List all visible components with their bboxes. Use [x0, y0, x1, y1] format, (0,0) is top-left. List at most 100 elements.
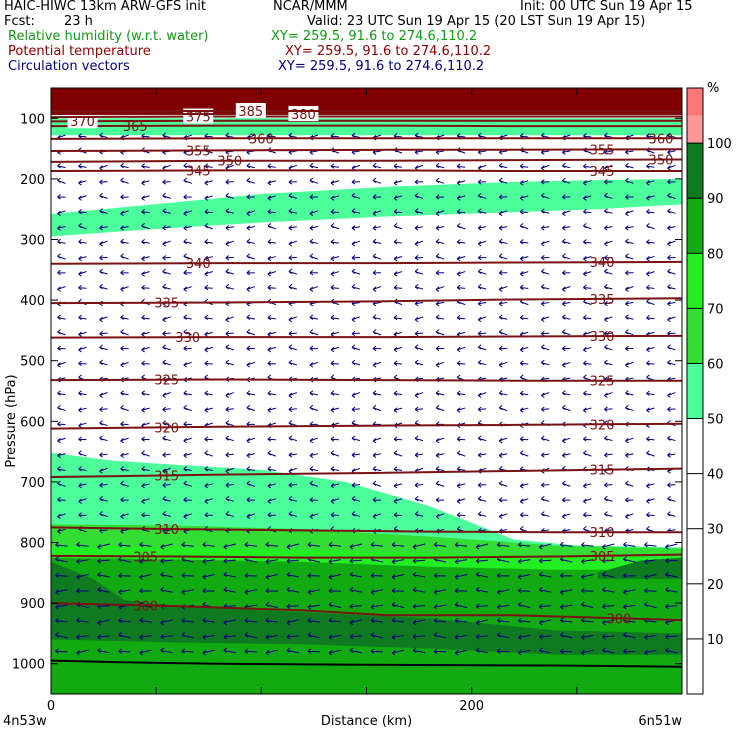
circulation-vector [267, 314, 276, 321]
circulation-vector [225, 392, 234, 398]
circulation-vector [559, 541, 573, 548]
circulation-vector [602, 586, 615, 593]
circulation-vector [288, 406, 297, 412]
circulation-vector [646, 390, 655, 396]
circulation-vector [454, 601, 468, 609]
circulation-vector [456, 314, 466, 321]
circulation-vector [162, 164, 171, 171]
circulation-vector [414, 406, 424, 412]
circulation-vector [204, 390, 213, 396]
circulation-vector [99, 359, 108, 366]
circulation-vector [456, 466, 466, 472]
field-vector-label: Circulation vectors [8, 59, 130, 74]
circulation-vector [204, 360, 213, 366]
circulation-vector [183, 194, 192, 200]
circulation-vector [667, 149, 676, 155]
circulation-vector [225, 179, 234, 185]
circulation-vector [141, 209, 150, 215]
circulation-vector [160, 647, 173, 654]
field-theta-label: Potential temperature [8, 44, 151, 59]
circulation-vector [225, 435, 234, 442]
circulation-vector [288, 132, 298, 139]
circulation-vector [583, 180, 592, 186]
circulation-vector [498, 404, 508, 412]
circulation-vector [351, 208, 361, 214]
circulation-vector [414, 192, 424, 199]
circulation-vector [78, 331, 87, 337]
circulation-vector [267, 466, 276, 472]
circulation-vector [162, 495, 171, 502]
circulation-vector [120, 238, 129, 245]
circulation-vector [351, 511, 361, 517]
colorbar-bin-90 [687, 143, 703, 199]
circulation-vector [561, 480, 571, 487]
circulation-vector [351, 452, 361, 458]
circulation-vector [118, 617, 131, 624]
circulation-vector [477, 268, 487, 275]
circulation-vector [225, 467, 234, 474]
circulation-vector [559, 589, 573, 595]
circulation-vector [540, 300, 550, 307]
circulation-vector [391, 587, 405, 594]
circulation-vector [454, 634, 468, 640]
circulation-vector [244, 617, 257, 624]
circulation-vector [225, 359, 234, 366]
circulation-vector [414, 225, 424, 231]
circulation-vector [435, 314, 445, 320]
circulation-vector [667, 300, 676, 307]
circulation-vector [604, 284, 613, 290]
circulation-vector [540, 316, 550, 323]
theta-label-355: 355 [186, 144, 211, 159]
theta-label-bg [183, 108, 214, 124]
circulation-vector [76, 634, 89, 640]
circulation-vector [330, 314, 340, 321]
circulation-vector [330, 498, 340, 504]
circulation-vector [309, 253, 319, 260]
theta-contour-330 [51, 334, 682, 339]
circulation-vector [581, 587, 594, 594]
circulation-vector [538, 647, 552, 654]
circulation-vector [454, 573, 468, 580]
circulation-vector [57, 329, 66, 336]
circulation-vector [162, 225, 171, 231]
circulation-vector [581, 617, 594, 624]
circulation-vector [667, 164, 676, 171]
circulation-vector [162, 316, 171, 323]
circulation-vector [498, 270, 508, 276]
theta-label-350: 350 [649, 154, 674, 169]
circulation-vector [456, 255, 466, 262]
colorbar-bin-100 [687, 115, 703, 144]
circulation-vector [288, 225, 297, 231]
circulation-vector [99, 208, 108, 214]
circulation-vector [309, 269, 318, 276]
circulation-vector [225, 268, 234, 275]
circulation-vector [498, 361, 508, 368]
colorbar-bin-105 [687, 88, 703, 116]
circulation-vector [540, 482, 550, 488]
rh-region-90 [597, 557, 682, 579]
circulation-vector [225, 482, 234, 488]
circulation-vector [309, 286, 319, 292]
circulation-vector [372, 437, 382, 444]
circulation-vector [475, 633, 489, 640]
circulation-vector [519, 239, 529, 245]
circulation-vector [267, 195, 277, 201]
circulation-vector [309, 361, 319, 368]
circulation-vector [540, 192, 550, 199]
circulation-vector [162, 452, 171, 458]
circulation-vector [328, 558, 342, 565]
circulation-vector [393, 195, 403, 201]
circulation-vector [498, 437, 508, 444]
circulation-vector [625, 238, 634, 245]
circulation-vector [540, 392, 550, 398]
circulation-vector [625, 270, 634, 276]
circulation-vector [667, 511, 676, 517]
circulation-vector [120, 210, 129, 217]
x-tick-label: 0 [47, 699, 55, 714]
circulation-vector [372, 225, 382, 231]
circulation-vector [99, 164, 108, 171]
circulation-vector [99, 406, 108, 413]
circulation-vector [496, 572, 510, 579]
circulation-vector [456, 346, 466, 353]
circulation-vector [370, 617, 384, 623]
